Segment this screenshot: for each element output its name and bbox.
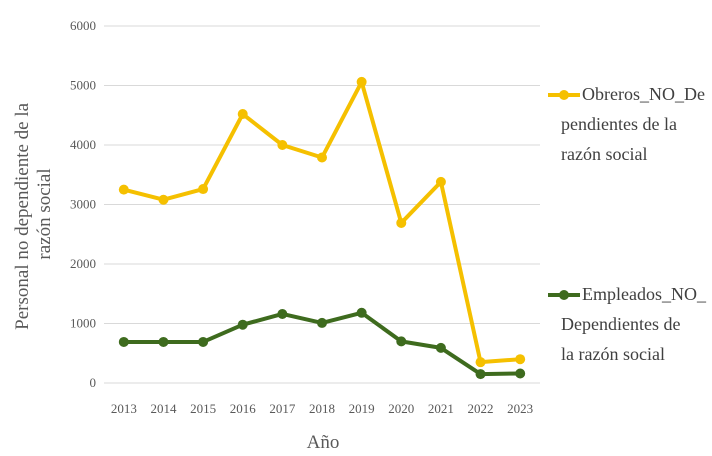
x-tick-label-4: 2017 (269, 401, 296, 416)
series-0-point-3 (237, 109, 248, 120)
series-0-point-6 (356, 76, 367, 87)
series-0-point-0 (118, 184, 129, 195)
y-axis-ticks: 0 1000 2000 3000 4000 5000 6000 (70, 18, 96, 390)
series-1-point-3 (237, 319, 248, 330)
legend-label-1-line-2: la razón social (561, 344, 665, 364)
legend-swatch-marker-0 (559, 90, 569, 100)
y-tick-label-6: 6000 (70, 18, 96, 33)
series-1-point-9 (475, 369, 486, 380)
series-0-point-10 (515, 354, 526, 365)
x-axis-ticks: 2013 2014 2015 2016 2017 2018 2019 2020 2021 2022… (111, 401, 533, 416)
x-tick-label-5: 2018 (309, 401, 335, 416)
legend-label-1-line-1: Dependientes de (561, 314, 680, 334)
y-tick-label-1: 1000 (70, 316, 96, 331)
series-layer (118, 76, 526, 380)
series-0-point-8 (435, 176, 446, 187)
series-1-point-10 (515, 368, 526, 379)
y-axis-title-line-1: Personal no dependiente de la (12, 102, 33, 329)
series-0-point-5 (317, 152, 327, 163)
y-tick-label-5: 5000 (70, 78, 96, 93)
legend-label-1-line-0: Empleados_NO_ (582, 284, 707, 304)
x-tick-label-2: 2015 (190, 401, 216, 416)
x-tick-label-1: 2014 (150, 401, 177, 416)
y-tick-label-3: 3000 (70, 197, 96, 212)
series-1-point-5 (317, 317, 327, 328)
series-0-point-7 (396, 217, 407, 228)
legend-label-1: Empleados_NO_ Dependientes de la razón soc… (561, 284, 707, 364)
x-axis-title: Año (307, 432, 340, 453)
series-0-point-1 (158, 194, 169, 205)
legend-label-0-line-2: razón social (561, 144, 647, 164)
series-0-point-2 (198, 184, 209, 195)
legend-label-0-line-1: pendientes de la (561, 114, 677, 134)
legend-label-0-line-0: Obreros_NO_De (582, 84, 705, 104)
x-tick-label-7: 2020 (388, 401, 414, 416)
y-tick-label-4: 4000 (70, 137, 96, 152)
y-axis-title-line-2: razón social (34, 168, 55, 259)
x-tick-label-10: 2023 (507, 401, 533, 416)
x-tick-label-3: 2016 (230, 401, 257, 416)
series-1-point-7 (396, 336, 407, 347)
legend: Obreros_NO_De pendientes de la razón socia… (548, 84, 707, 364)
y-tick-label-2: 2000 (70, 256, 96, 271)
series-1-point-4 (277, 308, 288, 319)
series-1-point-6 (356, 307, 367, 318)
series-1-point-0 (118, 336, 129, 347)
series-1-point-2 (198, 336, 209, 347)
x-tick-label-8: 2021 (428, 401, 454, 416)
series-1-point-1 (158, 336, 169, 347)
x-tick-label-6: 2019 (349, 401, 375, 416)
series-1-point-8 (435, 342, 446, 353)
grid-lines (104, 25, 540, 384)
y-axis-title: Personal no dependiente de la razón soci… (12, 98, 55, 330)
x-tick-label-0: 2013 (111, 401, 137, 416)
legend-swatch-marker-1 (559, 290, 569, 300)
y-tick-label-0: 0 (90, 375, 97, 390)
x-tick-label-9: 2022 (468, 401, 494, 416)
series-0-point-4 (277, 140, 288, 150)
legend-label-0: Obreros_NO_De pendientes de la razón socia… (561, 84, 705, 164)
series-0-point-9 (475, 357, 486, 368)
